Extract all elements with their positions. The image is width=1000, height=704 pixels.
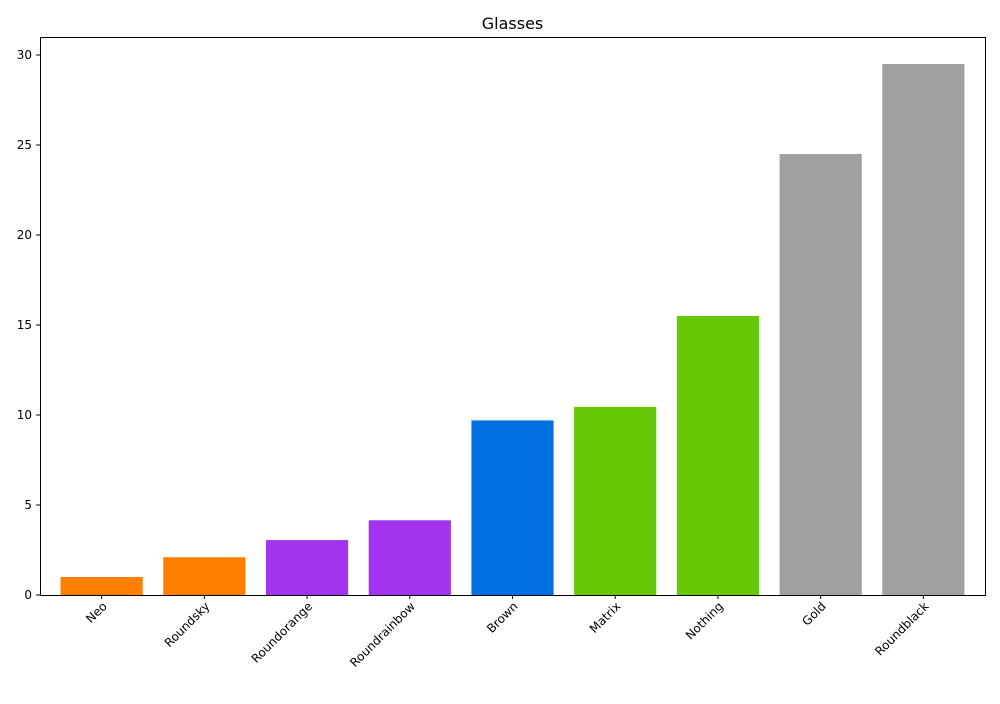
bar-nothing — [676, 316, 760, 595]
bar-roundorange — [265, 540, 349, 595]
y-tick-label: 5 — [24, 498, 32, 512]
bar-gold — [779, 154, 862, 595]
bar-roundblack — [882, 64, 965, 595]
x-tick-label: Matrix — [587, 599, 624, 636]
y-axis: 0 5 10 15 20 25 30 — [17, 48, 40, 602]
y-tick-label: 15 — [17, 318, 32, 332]
x-tick-label: Brown — [484, 599, 521, 636]
bar-roundsky — [163, 557, 246, 595]
bars-layer — [60, 64, 965, 595]
bar-roundrainbow — [368, 520, 451, 595]
x-tick-label: Nothing — [683, 599, 726, 642]
bar-brown — [471, 420, 554, 595]
plot-frame — [40, 37, 986, 596]
x-axis: Neo Roundsky Roundorange Roundrainbow Brown M… — [83, 595, 932, 670]
x-tick-label: Roundorange — [249, 599, 316, 666]
bar-neo — [60, 577, 143, 595]
y-tick-label: 20 — [17, 228, 32, 242]
y-tick-label: 10 — [17, 408, 32, 422]
x-tick-label: Roundrainbow — [347, 599, 418, 670]
y-tick-label: 30 — [17, 48, 32, 62]
x-tick-label: Roundblack — [872, 599, 931, 658]
x-tick-label: Gold — [799, 599, 828, 628]
x-tick-label: Roundsky — [162, 599, 213, 650]
chart-title: Glasses — [482, 14, 544, 33]
y-tick-label: 25 — [17, 138, 32, 152]
x-tick-label: Neo — [83, 599, 110, 626]
y-tick-label: 0 — [24, 588, 32, 602]
bar-matrix — [574, 406, 657, 595]
